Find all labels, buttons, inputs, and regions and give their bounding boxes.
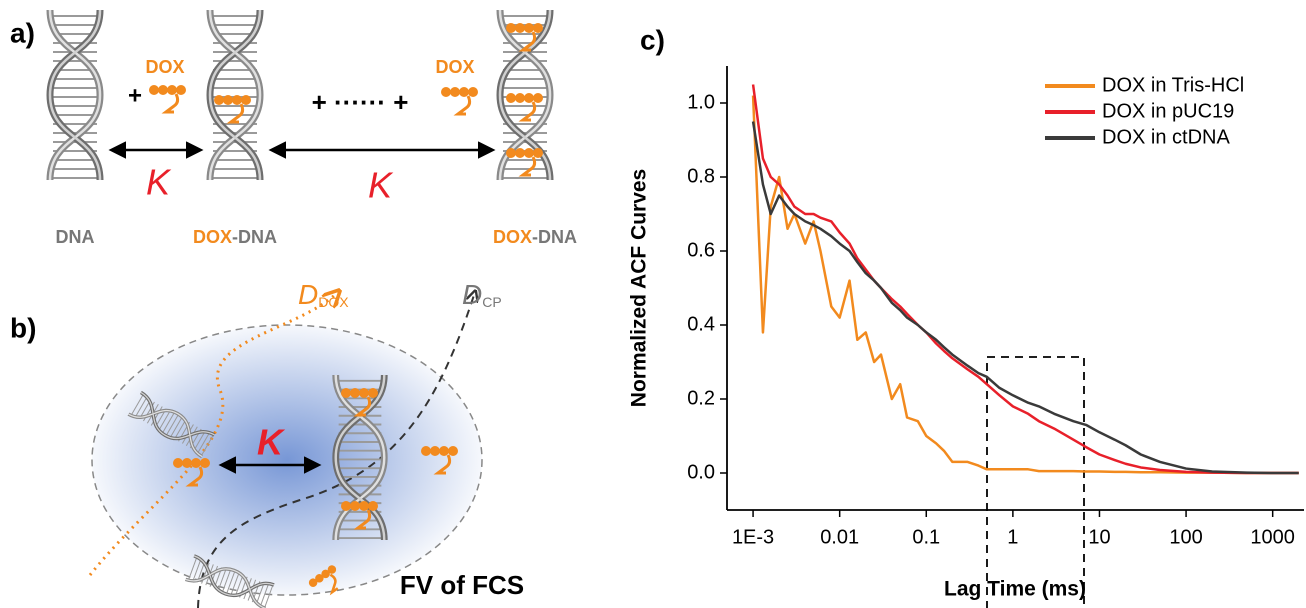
dna-label: DNA <box>56 227 95 247</box>
dna-helix <box>50 10 100 180</box>
data-line <box>751 84 1299 475</box>
panel-label: b) <box>10 312 36 343</box>
x-tick-label: 0.01 <box>820 526 859 548</box>
legend-label: DOX in pUC19 <box>1102 100 1234 122</box>
panel-c: c) Lag Time (ms) Normalized ACF Curves 0… <box>628 24 1304 608</box>
y-axis-label: Normalized ACF Curves <box>628 169 651 407</box>
dna-helix <box>210 10 260 180</box>
x-tick-label: 10 <box>1088 526 1110 548</box>
d-subscript: CP <box>482 294 501 310</box>
data-line <box>751 121 1299 475</box>
x-tick-label: 1E-3 <box>732 526 774 548</box>
y-tick-label: 0.4 <box>687 313 715 335</box>
y-tick-label: 0.6 <box>687 239 715 261</box>
complex-label-dna: -DNA <box>232 227 277 247</box>
y-tick-label: 0.0 <box>687 461 715 483</box>
d-symbol: D <box>462 279 482 310</box>
plus-sign: + <box>128 82 142 109</box>
x-tick-label: 1000 <box>1250 526 1295 548</box>
complex-label-dox: DOX <box>193 227 232 247</box>
k-label: K <box>257 422 286 463</box>
dox-trajectory <box>88 292 338 576</box>
dox-molecule <box>440 85 480 116</box>
dox-molecule <box>148 83 188 114</box>
x-tick-label: 1 <box>1007 526 1018 548</box>
complex-trajectory <box>197 292 475 608</box>
x-axis-label: Lag Time (ms) <box>944 578 1086 601</box>
data-line <box>751 95 1299 475</box>
complex-label-dna: -DNA <box>532 227 577 247</box>
complex-label: DOX-DNA <box>193 227 277 247</box>
dox-label: DOX <box>435 57 474 77</box>
panel-label: c) <box>640 24 665 55</box>
legend-label: DOX in ctDNA <box>1102 126 1230 148</box>
x-tick-label: 100 <box>1169 526 1202 548</box>
d-cp-label: DCP <box>462 279 502 310</box>
k-label: K <box>146 162 172 203</box>
volume-label: FV of FCS <box>400 570 524 600</box>
k-label: K <box>368 165 394 206</box>
y-tick-label: 0.8 <box>687 165 715 187</box>
d-subscript: DOX <box>318 294 349 310</box>
focal-volume <box>91 324 483 596</box>
dox-label: DOX <box>145 57 184 77</box>
complex-label: DOX-DNA <box>493 227 577 247</box>
zoom-box <box>986 356 1085 608</box>
panel-label: a) <box>10 17 35 48</box>
d-symbol: D <box>298 279 318 310</box>
legend-label: DOX in Tris-HCl <box>1102 74 1244 96</box>
panel-b: b) K DDOX DCP FV of FCS <box>10 279 524 608</box>
dox-molecule <box>505 146 545 177</box>
panel-a: a) + DOX DOX + ······ + K K DNA DOX-DNA … <box>10 10 577 247</box>
y-tick-label: 0.2 <box>687 387 715 409</box>
x-tick-label: 0.1 <box>912 526 940 548</box>
chain-label: + ······ + <box>312 87 409 117</box>
d-dox-label: DDOX <box>298 279 349 310</box>
complex-label-dox: DOX <box>493 227 532 247</box>
y-tick-label: 1.0 <box>687 91 715 113</box>
